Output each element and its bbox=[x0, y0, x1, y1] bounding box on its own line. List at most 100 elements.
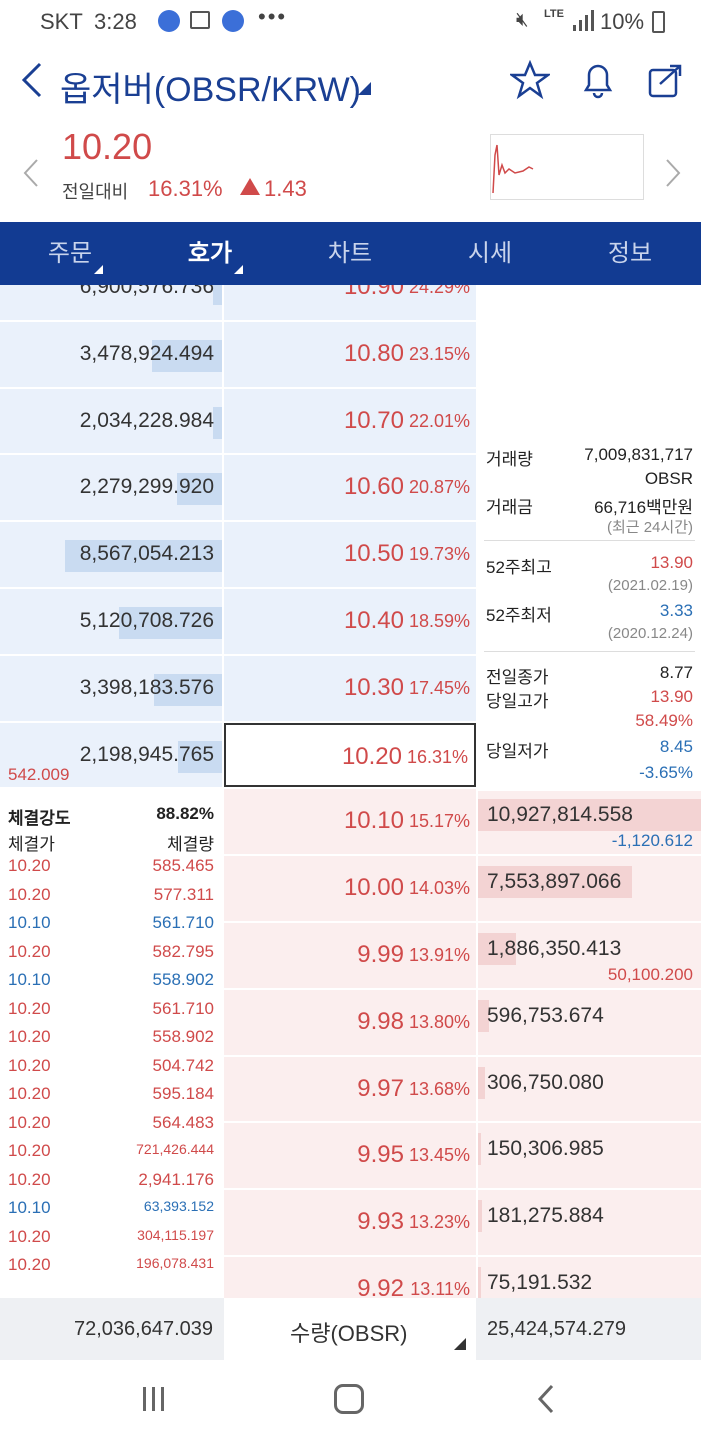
bid-quantity-cell[interactable]: 596,753.674 bbox=[478, 989, 701, 1055]
bid-depth-bar bbox=[478, 1133, 481, 1166]
day-low-value: 8.45 bbox=[659, 737, 693, 756]
trade-row: 10.20 304,115.197 bbox=[0, 1227, 222, 1255]
bid-depth-bar bbox=[478, 933, 516, 965]
market-dropdown-icon[interactable] bbox=[358, 82, 371, 95]
ask-quantity-cell[interactable]: 2,279,299.920 bbox=[0, 455, 222, 521]
bid-price-cell[interactable]: 10.10 15.17% bbox=[224, 789, 476, 855]
page-title[interactable]: 옵저버(OBSR/KRW) bbox=[60, 71, 361, 109]
tab-orderbook-label: 호가 bbox=[187, 240, 233, 267]
bid-price-cell[interactable]: 9.93 13.23% bbox=[224, 1190, 476, 1255]
price-summary: 10.20 전일대비 16.31% 1.43 bbox=[0, 122, 701, 222]
ask-quantity-cell[interactable]: 6,900,576.736 bbox=[0, 285, 222, 320]
tab-chart-label: 차트 bbox=[327, 240, 373, 267]
ask-quantity-cell[interactable]: 8,567,054.213 bbox=[0, 522, 222, 587]
trade-quantity: 504.742 bbox=[152, 1055, 214, 1075]
favorite-star-icon[interactable] bbox=[508, 59, 552, 105]
ask-price-cell[interactable]: 10.90 24.29% bbox=[224, 285, 476, 320]
trade-row: 10.10 63,393.152 bbox=[0, 1198, 222, 1226]
bid-price: 9.99 bbox=[357, 941, 404, 968]
bid-quantity-cell[interactable]: 150,306.985 bbox=[478, 1123, 701, 1189]
ask-quantity: 3,478,924.494 bbox=[79, 341, 214, 365]
volume-label: 거래량 bbox=[486, 450, 533, 469]
tab-chart[interactable]: 차트 bbox=[280, 222, 420, 285]
mute-icon: 🔇︎ bbox=[516, 9, 529, 31]
ask-quantity-cell[interactable]: 3,398,183.576 bbox=[0, 655, 222, 721]
tab-order[interactable]: 주문 bbox=[0, 222, 140, 285]
bid-price-percent: 13.11% bbox=[410, 1279, 470, 1298]
bid-price-cell[interactable]: 9.95 13.45% bbox=[224, 1123, 476, 1189]
ask-depth-bar bbox=[177, 473, 222, 506]
recent-apps-icon[interactable] bbox=[140, 1384, 168, 1419]
ask-price-cell[interactable]: 10.20 16.31% bbox=[224, 722, 476, 788]
bid-price-cell[interactable]: 9.99 13.91% bbox=[224, 923, 476, 988]
unit-selector[interactable]: 수량(OBSR) bbox=[224, 1298, 476, 1360]
trade-row: 10.20 196,078.431 bbox=[0, 1255, 222, 1283]
bid-depth-bar bbox=[478, 799, 701, 832]
home-icon[interactable] bbox=[334, 1384, 364, 1414]
bid-quantity-cell[interactable]: 1,886,350.413 50,100.200 bbox=[478, 923, 701, 988]
ask-price-cell[interactable]: 10.80 23.15% bbox=[224, 321, 476, 387]
back-icon[interactable] bbox=[18, 60, 46, 105]
volume-value: 7,009,831,717 bbox=[584, 445, 693, 464]
unit-dropdown-icon[interactable] bbox=[454, 1338, 466, 1350]
ask-quantity-cell[interactable]: 3,478,924.494 bbox=[0, 321, 222, 387]
ask-price-cell[interactable]: 10.60 20.87% bbox=[224, 455, 476, 521]
bid-quantity: 10,927,814.558 bbox=[487, 803, 633, 827]
tab-info[interactable]: 정보 bbox=[560, 222, 700, 285]
bid-price-cell[interactable]: 9.98 13.80% bbox=[224, 989, 476, 1055]
trade-price-header: 체결가 bbox=[8, 835, 55, 854]
high52-date: (2021.02.19) bbox=[607, 577, 693, 594]
share-icon[interactable] bbox=[646, 60, 686, 105]
bid-quantity-cell[interactable]: 7,553,897.066 bbox=[478, 856, 701, 921]
bid-quantity-cell[interactable]: 306,750.080 bbox=[478, 1056, 701, 1122]
app-header: 옵저버(OBSR/KRW) bbox=[0, 46, 701, 122]
ask-quantity: 3,398,183.576 bbox=[79, 675, 214, 699]
ask-quantity-cell[interactable]: 2,034,228.984 bbox=[0, 388, 222, 454]
ask-depth-bar bbox=[154, 673, 222, 706]
tab-orderbook[interactable]: 호가 bbox=[140, 222, 280, 285]
bid-price-cell[interactable]: 9.92 13.11% bbox=[224, 1257, 476, 1298]
amount-value: 66,716백만원 bbox=[594, 498, 693, 517]
mini-price-chart[interactable] bbox=[490, 134, 644, 200]
day-low-label: 당일저가 bbox=[486, 742, 549, 761]
ask-price: 10.70 bbox=[343, 406, 404, 434]
bid-price: 9.92 bbox=[357, 1275, 404, 1298]
ask-depth-bar bbox=[178, 740, 222, 773]
trade-quantity: 561.710 bbox=[152, 913, 214, 932]
trade-price: 10.20 bbox=[8, 856, 51, 875]
bid-depth-bar bbox=[478, 999, 489, 1032]
bid-quantity-cell[interactable]: 10,927,814.558 -1,120.612 bbox=[478, 789, 701, 855]
ask-price-percent: 17.45% bbox=[408, 677, 470, 698]
trade-quantity: 2,941.176 bbox=[138, 1169, 214, 1189]
trade-price: 10.20 bbox=[8, 1169, 51, 1189]
trade-row: 10.20 585.465 bbox=[0, 856, 222, 884]
bid-quantity-cell[interactable]: 181,275.884 bbox=[478, 1190, 701, 1255]
ask-price-percent: 16.31% bbox=[406, 746, 468, 767]
tab-market-price[interactable]: 시세 bbox=[420, 222, 560, 285]
nav-back-icon[interactable] bbox=[536, 1384, 556, 1419]
strength-label: 체결강도 bbox=[8, 809, 71, 828]
trade-quantity: 63,393.152 bbox=[143, 1198, 214, 1214]
ask-price-cell[interactable]: 10.50 19.73% bbox=[224, 522, 476, 587]
bid-quantity: 306,750.080 bbox=[487, 1070, 604, 1094]
low52-value: 3.33 bbox=[659, 601, 693, 620]
ask-price-percent: 19.73% bbox=[408, 544, 470, 565]
ask-price-percent: 23.15% bbox=[408, 343, 470, 364]
next-coin-icon[interactable] bbox=[664, 158, 682, 193]
ask-quantity-cell[interactable]: 2,198,945.765 542.009 bbox=[0, 722, 222, 788]
alarm-bell-icon[interactable] bbox=[580, 60, 616, 105]
ask-price-cell[interactable]: 10.30 17.45% bbox=[224, 655, 476, 721]
trade-quantity: 558.902 bbox=[152, 1027, 214, 1046]
bid-quantity: 7,553,897.066 bbox=[487, 870, 622, 894]
ask-price-cell[interactable]: 10.70 22.01% bbox=[224, 388, 476, 454]
trade-price: 10.20 bbox=[8, 884, 51, 904]
bid-quantity-cell[interactable]: 75,191.532 bbox=[478, 1257, 701, 1298]
bid-price-cell[interactable]: 10.00 14.03% bbox=[224, 856, 476, 921]
prev-coin-icon[interactable] bbox=[22, 158, 40, 193]
ask-quantity-cell[interactable]: 5,120,708.726 bbox=[0, 589, 222, 654]
bid-price-cell[interactable]: 9.97 13.68% bbox=[224, 1056, 476, 1122]
ask-price: 10.90 bbox=[343, 285, 404, 300]
trade-price: 10.10 bbox=[8, 970, 51, 989]
ask-price-cell[interactable]: 10.40 18.59% bbox=[224, 589, 476, 654]
clock: 3:28 bbox=[94, 9, 137, 34]
